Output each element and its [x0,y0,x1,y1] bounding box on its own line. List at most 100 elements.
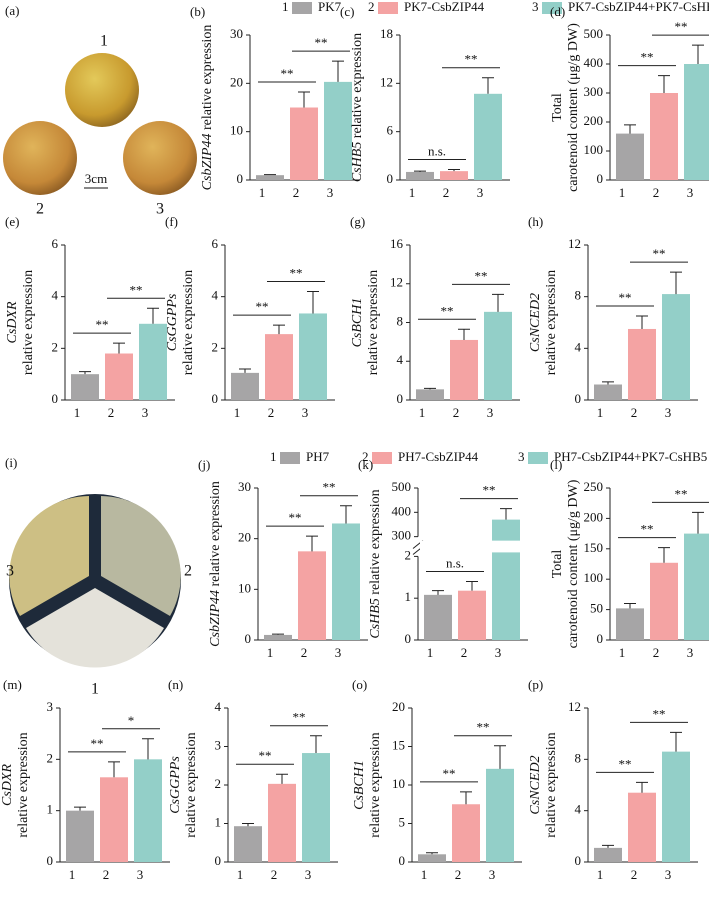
y-tick-label: 0 [215,853,222,868]
significance-label: ** [96,317,109,332]
error-bar [624,124,636,134]
y-axis-label: carotenoid content (μg/g DW) [566,479,581,648]
x-tick-label: 1 [237,867,244,882]
bar [416,389,444,400]
significance-label: ** [483,483,496,498]
error-bar [242,823,254,827]
y-tick-label: 300 [584,84,604,99]
legend-number: 1 [270,449,277,464]
y-axis-label: CsHB5 relative expression [350,33,365,182]
error-bar [426,852,438,855]
y-tick-label: 3 [215,737,222,752]
x-tick-label: 1 [421,867,428,882]
y-tick-label: 6 [212,236,219,251]
y-axis-label-part: CsBCH1 [350,298,365,348]
significance-label: ** [91,736,104,751]
callus [101,496,181,616]
bar [628,792,656,862]
y-axis-label-part: relative expression [208,481,223,590]
legend-label: PH7 [306,449,330,464]
y-axis-label: CsDXR [0,764,15,806]
error-bar [692,511,704,534]
y-axis-label-part: relative expression [184,732,199,837]
panel-label: (j) [198,457,210,472]
error-bar [239,368,251,373]
y-tick-label: 1 [47,802,54,817]
y-tick-label: 0 [237,171,244,186]
y-tick-label: 2 [47,750,54,765]
y-tick-label: 500 [584,26,604,41]
error-bar [692,44,704,64]
y-tick-label: 12 [568,236,581,251]
y-axis-label: CsBCH1 [352,760,367,810]
y-axis-label-part: relative expression [181,270,196,375]
bar [484,311,512,400]
y-axis-label-part: CsNCED2 [528,293,543,352]
error-bar [310,735,322,754]
error-bar [670,271,682,295]
x-tick-label: 3 [302,405,309,420]
bar [100,777,128,862]
significance-label: ** [256,299,269,314]
y-tick-label: 6 [387,123,394,138]
error-bar [340,505,352,524]
error-bar [636,781,648,793]
significance-label: ** [281,66,294,81]
panel-label: (h) [528,214,543,229]
y-axis-label-part: relative expression [366,270,381,375]
y-axis-label-part: CsDXR [5,301,20,343]
y-tick-label: 50 [590,601,603,616]
callus [9,496,89,616]
y-tick-label: 4 [215,699,222,714]
x-tick-label: 1 [619,645,626,660]
photo-label: 2 [36,201,44,218]
y-axis-label: CsbZIP44 relative expression [208,481,223,647]
y-axis-label: CsGGPPs [168,756,183,814]
bar [662,294,690,400]
y-tick-label: 100 [584,142,604,157]
legend-swatch [292,2,312,14]
y-axis-label-part: CsBCH1 [352,760,367,810]
y-tick-label: 0 [245,631,252,646]
y-tick-label: 1 [405,589,412,604]
x-tick-label: 2 [271,867,278,882]
bar [298,551,326,640]
x-tick-label: 3 [487,405,494,420]
y-tick-label: 200 [584,509,604,524]
bar [616,133,644,180]
error-bar [448,169,460,172]
bar [452,804,480,862]
legend-number: 3 [532,0,539,14]
y-axis-label-part: relative expression [368,732,383,837]
y-axis-label-part: relative expression [21,270,36,375]
y-axis-label: CsbZIP44 relative expression [200,25,215,191]
x-tick-label: 2 [103,867,110,882]
y-axis-label-part: CsHB5 [368,598,383,638]
error-bar [147,307,159,324]
x-tick-label: 1 [597,405,604,420]
y-tick-label: 12 [380,74,393,89]
significance-label: ** [130,282,143,297]
bar [458,590,486,640]
error-bar [306,535,318,552]
bar [268,783,296,862]
significance-label: ** [641,50,654,65]
panel-label: (n) [168,677,183,692]
y-tick-label: 12 [390,275,403,290]
panel-label: (c) [340,4,354,19]
photo-a: (a) 1 2 3 3cm [3,3,197,218]
bar [450,339,478,400]
y-tick-label: 30 [238,479,251,494]
x-tick-label: 2 [631,867,638,882]
legend-swatch [528,452,548,464]
bar [264,634,292,640]
bar [684,64,709,180]
y-tick-label: 150 [584,540,604,555]
significance-label: ** [653,706,666,721]
y-axis-label: relative expression [16,732,31,837]
error-bar [466,580,478,591]
y-tick-label: 0 [212,391,219,406]
y-axis-label-part: CsbZIP44 [200,134,215,191]
bar [492,519,520,640]
